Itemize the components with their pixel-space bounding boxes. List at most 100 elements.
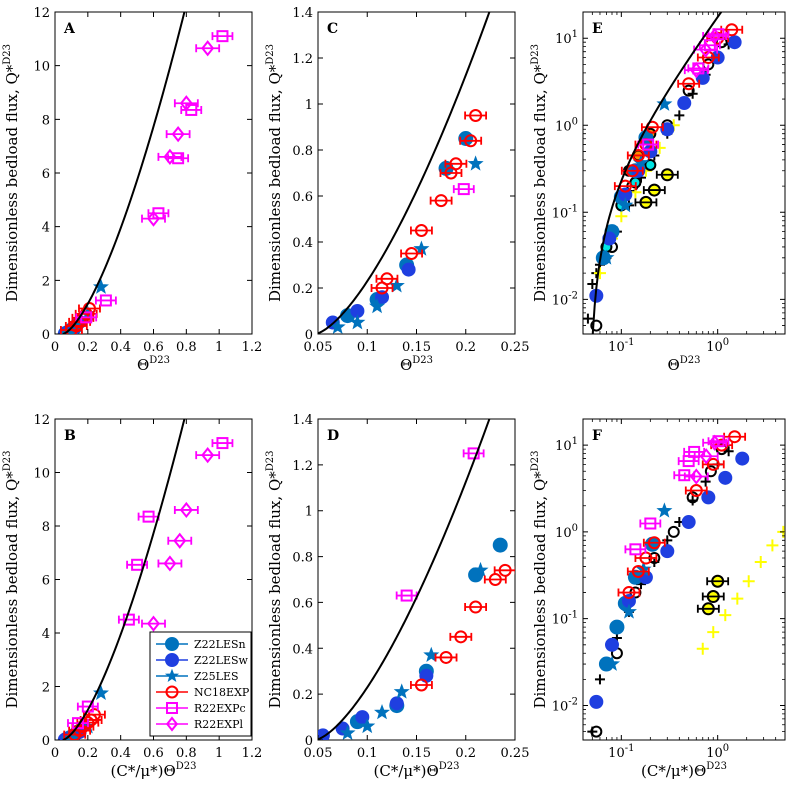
error-bar <box>693 452 719 461</box>
data-point <box>587 279 598 290</box>
error-bar <box>634 554 658 563</box>
error-bar <box>76 702 99 711</box>
data-point <box>689 468 703 485</box>
data-point <box>603 655 621 671</box>
x-tick-label: 0.05 <box>304 340 333 355</box>
y-tick-label: 0.8 <box>292 551 313 566</box>
error-bar <box>459 136 483 145</box>
y-tick-label: 1 <box>305 505 313 520</box>
error-bar <box>195 451 221 460</box>
x-tick-label: 0 <box>51 746 59 761</box>
y-tick-label: 0.2 <box>292 282 313 297</box>
y-tick-label: 12 <box>33 413 50 428</box>
error-bar <box>410 680 433 689</box>
error-bar <box>157 559 183 568</box>
data-point <box>201 447 215 464</box>
legend-item: Z22LESw <box>156 653 249 667</box>
data-point <box>393 683 410 699</box>
x-tick-label: 0.8 <box>176 746 197 761</box>
y-tick-label: 1 <box>305 98 313 113</box>
error-bar <box>452 185 475 194</box>
series-r22expc <box>452 183 475 196</box>
x-tick-label: 0.6 <box>143 340 164 355</box>
error-bar <box>67 719 89 728</box>
y-tick-label: 10 <box>33 467 50 482</box>
x-tick-label: 0.25 <box>501 340 530 355</box>
legend-marker <box>165 637 179 651</box>
panel-c: 0.05 0.1 0.15 0.2 0.25 0 0.2 0.4 0.6 0.8 1 1.2 1.4 C Θ… <box>265 6 530 374</box>
x-tick-label: 1.2 <box>242 746 263 761</box>
series-extra-yellow-circle <box>634 168 679 209</box>
data-point <box>754 555 767 568</box>
legend-item: R22EXPl <box>156 716 244 732</box>
data-point <box>644 158 657 171</box>
y-tick-label: 10-2 <box>552 290 578 308</box>
x-tick-label: 0.1 <box>357 746 378 761</box>
error-bar <box>429 196 453 205</box>
data-point <box>593 267 606 280</box>
y-tick-label: 2 <box>42 681 50 696</box>
plot-frame <box>54 11 253 335</box>
y-tick-label: 0.6 <box>292 190 313 205</box>
error-bar <box>634 198 658 207</box>
data-point <box>620 603 637 619</box>
y-axis-label: Dimensionless bedload flux, Q*D23 <box>2 44 21 302</box>
x-tick-label: 0.6 <box>143 746 164 761</box>
fit-curve <box>591 12 723 334</box>
y-tick-label: 10-2 <box>552 696 578 714</box>
legend-marker <box>166 702 178 714</box>
panel-letter: B <box>64 428 76 444</box>
data-point <box>92 278 109 294</box>
data-point <box>389 696 404 711</box>
error-bar <box>701 460 725 469</box>
legend-item: Z25LES <box>156 668 239 683</box>
legend-marker <box>165 685 179 699</box>
data-point <box>179 95 193 112</box>
x-tick-label: 0.2 <box>455 746 476 761</box>
data-point <box>715 36 728 49</box>
error-bar <box>375 274 399 283</box>
panel-letter: E <box>592 21 603 37</box>
y-tick-label: 0.2 <box>292 688 313 703</box>
data-point <box>731 592 744 605</box>
y-tick-label: 8 <box>42 520 50 535</box>
data-point <box>163 555 177 572</box>
error-bar <box>655 170 679 179</box>
data-point <box>617 196 634 213</box>
error-bar <box>141 214 166 223</box>
y-tick-label: 0.8 <box>292 144 313 159</box>
data-point <box>766 539 779 552</box>
error-bar <box>439 169 463 177</box>
x-tick-label: 0.4 <box>110 746 131 761</box>
legend-label: Z22LESw <box>194 654 249 667</box>
y-tick-label: 1.4 <box>292 413 313 428</box>
y-axis-label: Dimensionless bedload flux, Q*D23 <box>265 450 284 708</box>
data-point <box>700 476 711 487</box>
y-axis-label: Dimensionless bedload flux, Q*D23 <box>2 450 21 708</box>
panels: 0 0.2 0.4 0.6 0.8 1 1.2024681012AΘD23Dimension… <box>2 6 786 780</box>
data-point <box>689 62 703 79</box>
y-tick-label: 101 <box>555 436 578 454</box>
error-bar <box>464 603 487 612</box>
y-tick-label: 0.6 <box>292 596 313 611</box>
y-tick-label: 12 <box>33 6 50 21</box>
error-bar <box>483 575 507 584</box>
x-axis-label: (C*/μ*)ΘD23 <box>641 761 727 780</box>
fit-curve <box>62 419 186 740</box>
error-bar <box>173 99 199 108</box>
x-tick-label: 0.2 <box>77 746 98 761</box>
series-r22expl <box>141 447 221 632</box>
data-point <box>604 637 619 652</box>
plot-frame <box>582 418 786 741</box>
data-point <box>369 297 386 314</box>
legend: Z22LESn Z22LESw Z25LES NC18EXP R22EXPc R22EXP… <box>149 631 252 737</box>
y-tick-label: 100 <box>555 116 578 134</box>
error-bar <box>167 536 193 545</box>
y-tick-label: 1.2 <box>292 52 313 67</box>
error-bar <box>449 632 473 641</box>
y-tick-label: 1.4 <box>292 6 313 21</box>
data-point <box>355 710 370 725</box>
series-r22expc <box>624 435 730 556</box>
error-bar <box>706 577 730 586</box>
data-point <box>696 642 709 655</box>
